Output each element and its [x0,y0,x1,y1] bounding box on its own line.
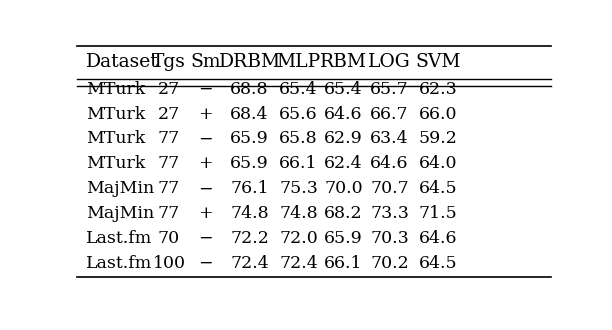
Text: RBM: RBM [320,53,367,72]
Text: 62.3: 62.3 [419,81,457,98]
Text: 64.0: 64.0 [419,155,457,172]
Text: 27: 27 [158,106,180,122]
Text: 70.7: 70.7 [370,180,409,197]
Text: 66.0: 66.0 [419,106,457,122]
Text: 64.5: 64.5 [419,180,457,197]
Text: 76.1: 76.1 [230,180,269,197]
Text: 68.4: 68.4 [230,106,269,122]
Text: 65.8: 65.8 [279,130,318,148]
Text: 66.7: 66.7 [370,106,409,122]
Text: +: + [198,155,213,172]
Text: 77: 77 [158,180,180,197]
Text: 65.6: 65.6 [279,106,318,122]
Text: 68.8: 68.8 [230,81,269,98]
Text: MTurk: MTurk [86,155,146,172]
Text: 70.0: 70.0 [324,180,363,197]
Text: 65.9: 65.9 [230,155,269,172]
Text: 63.4: 63.4 [370,130,409,148]
Text: 71.5: 71.5 [419,205,457,222]
Text: 65.4: 65.4 [279,81,318,98]
Text: 66.1: 66.1 [279,155,318,172]
Text: −: − [198,81,213,98]
Text: SVM: SVM [415,53,461,72]
Text: 64.6: 64.6 [419,230,457,247]
Text: 68.2: 68.2 [324,205,363,222]
Text: 65.4: 65.4 [324,81,363,98]
Text: 59.2: 59.2 [419,130,457,148]
Text: 65.9: 65.9 [230,130,269,148]
Text: 74.8: 74.8 [230,205,269,222]
Text: MajMin: MajMin [86,180,154,197]
Text: 70.3: 70.3 [370,230,409,247]
Text: Sm: Sm [190,53,221,72]
Text: 100: 100 [152,255,185,272]
Text: 75.3: 75.3 [279,180,318,197]
Text: LOG: LOG [368,53,411,72]
Text: Last.fm: Last.fm [86,255,152,272]
Text: +: + [198,106,213,122]
Text: 27: 27 [158,81,180,98]
Text: 70.2: 70.2 [370,255,409,272]
Text: Last.fm: Last.fm [86,230,152,247]
Text: 65.7: 65.7 [370,81,409,98]
Text: 62.4: 62.4 [324,155,363,172]
Text: MLP: MLP [277,53,321,72]
Text: 77: 77 [158,130,180,148]
Text: 64.6: 64.6 [370,155,409,172]
Text: 64.5: 64.5 [419,255,457,272]
Text: −: − [198,130,213,148]
Text: 73.3: 73.3 [370,205,409,222]
Text: 72.0: 72.0 [279,230,318,247]
Text: Dataset: Dataset [86,53,159,72]
Text: 66.1: 66.1 [324,255,363,272]
Text: 62.9: 62.9 [324,130,363,148]
Text: MTurk: MTurk [86,106,146,122]
Text: 77: 77 [158,155,180,172]
Text: 70: 70 [158,230,180,247]
Text: DRBM: DRBM [218,53,281,72]
Text: −: − [198,230,213,247]
Text: 77: 77 [158,205,180,222]
Text: −: − [198,180,213,197]
Text: 72.4: 72.4 [279,255,318,272]
Text: MTurk: MTurk [86,81,146,98]
Text: 74.8: 74.8 [279,205,318,222]
Text: −: − [198,255,213,272]
Text: Tgs: Tgs [152,53,186,72]
Text: +: + [198,205,213,222]
Text: 72.2: 72.2 [230,230,269,247]
Text: 65.9: 65.9 [324,230,363,247]
Text: 64.6: 64.6 [324,106,363,122]
Text: MTurk: MTurk [86,130,146,148]
Text: 72.4: 72.4 [230,255,269,272]
Text: MajMin: MajMin [86,205,154,222]
